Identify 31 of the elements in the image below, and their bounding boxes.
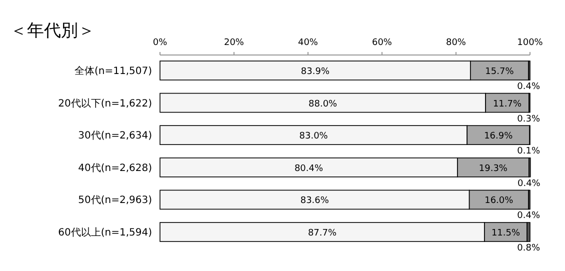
data-label: 0.8% (517, 244, 540, 254)
data-label: 83.6% (300, 196, 330, 206)
data-label: 11.7% (492, 99, 522, 110)
y-tick-label: 40代(n=2,628) (78, 162, 152, 174)
y-tick-label: 50代(n=2,963) (78, 195, 152, 206)
x-tick-label: 80% (446, 38, 466, 48)
y-tick-label: 30代(n=2,634) (78, 130, 152, 142)
title: ＜年代別＞ (10, 21, 95, 41)
data-label: 87.7% (308, 228, 337, 238)
data-label: 0.4% (517, 82, 540, 92)
data-label: 0.4% (517, 178, 541, 189)
data-label: 83.0% (299, 132, 328, 142)
x-tick-label: 0% (152, 38, 168, 48)
data-label: 0.3% (517, 114, 540, 124)
data-label: 16.9% (484, 132, 514, 142)
x-tick-label: 60% (372, 38, 392, 48)
data-label: 88.0% (308, 99, 338, 110)
y-tick-label: 全体(n=11,507) (74, 65, 152, 77)
data-label: 15.7% (485, 67, 514, 77)
y-tick-label: 60代以上(n=1,594) (58, 226, 152, 238)
data-label: 0.1% (517, 146, 540, 157)
y-tick-label: 20代以下(n=1,622) (58, 97, 152, 110)
data-label: 11.5% (491, 228, 521, 238)
data-label: 0.4% (517, 211, 540, 222)
x-tick-label: 20% (224, 38, 244, 48)
data-label: 83.9% (300, 67, 330, 77)
data-label: 19.3% (478, 164, 508, 174)
data-label: 16.0% (484, 196, 514, 206)
x-tick-label: 40% (298, 38, 318, 48)
x-tick-label: 100% (517, 38, 544, 48)
data-label: 80.4% (294, 164, 324, 174)
